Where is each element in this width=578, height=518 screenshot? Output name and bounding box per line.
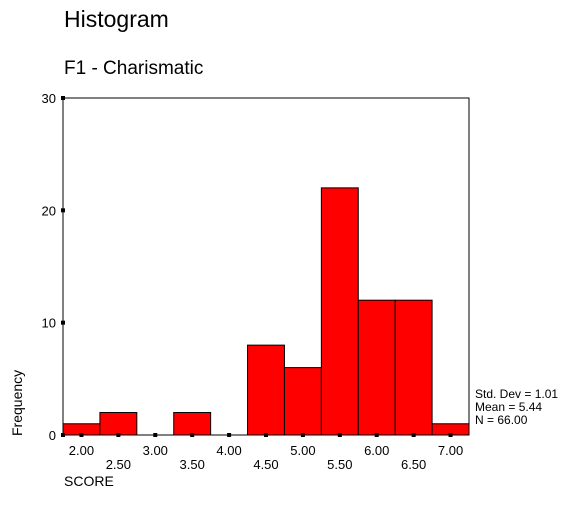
y-tick-label: 30 [42,91,56,106]
x-tick-label: 5.50 [327,457,352,472]
y-tick-mark [61,433,65,437]
histogram-bar [357,299,396,436]
x-tick-mark [264,433,268,437]
x-tick-label: 2.00 [69,443,94,458]
x-tick-label: 6.00 [364,443,389,458]
x-tick-label: 3.50 [180,457,205,472]
x-tick-mark [153,433,158,437]
x-tick-mark [79,433,84,437]
x-tick-label: 4.00 [216,443,241,458]
histogram-bar [320,187,359,436]
y-tick-mark [61,320,65,325]
y-tick-label: 20 [42,203,56,218]
x-tick-label: 4.50 [253,457,278,472]
x-tick-mark [374,433,379,437]
y-tick-mark [61,208,65,213]
y-tick-mark [61,96,65,100]
x-axis-label: SCORE [64,473,114,489]
x-tick-label: 2.50 [106,457,131,472]
x-tick-label: 3.00 [143,443,168,458]
y-tick-label: 0 [49,428,56,443]
x-tick-mark [227,433,232,437]
chart-subtitle: F1 - Charismatic [64,58,204,79]
histogram-bar [394,299,433,436]
x-tick-mark [411,433,416,437]
x-tick-mark [300,433,305,437]
x-tick-mark [116,433,121,437]
x-tick-label: 7.00 [438,443,463,458]
mean-stat: Mean = 5.44 [475,400,543,414]
x-tick-label: 6.50 [401,457,426,472]
n-stat: N = 66.00 [475,413,528,427]
y-tick-label: 10 [42,316,56,331]
histogram-bar [247,344,285,436]
histogram-bar [283,367,322,436]
x-tick-mark [337,433,342,437]
chart-title: Histogram [64,6,169,32]
x-tick-mark [190,433,195,437]
histogram-bar [173,412,212,436]
histogram-bar [99,412,138,436]
x-tick-label: 5.00 [290,443,315,458]
std-dev-stat: Std. Dev = 1.01 [475,387,559,401]
x-tick-mark [448,433,453,437]
